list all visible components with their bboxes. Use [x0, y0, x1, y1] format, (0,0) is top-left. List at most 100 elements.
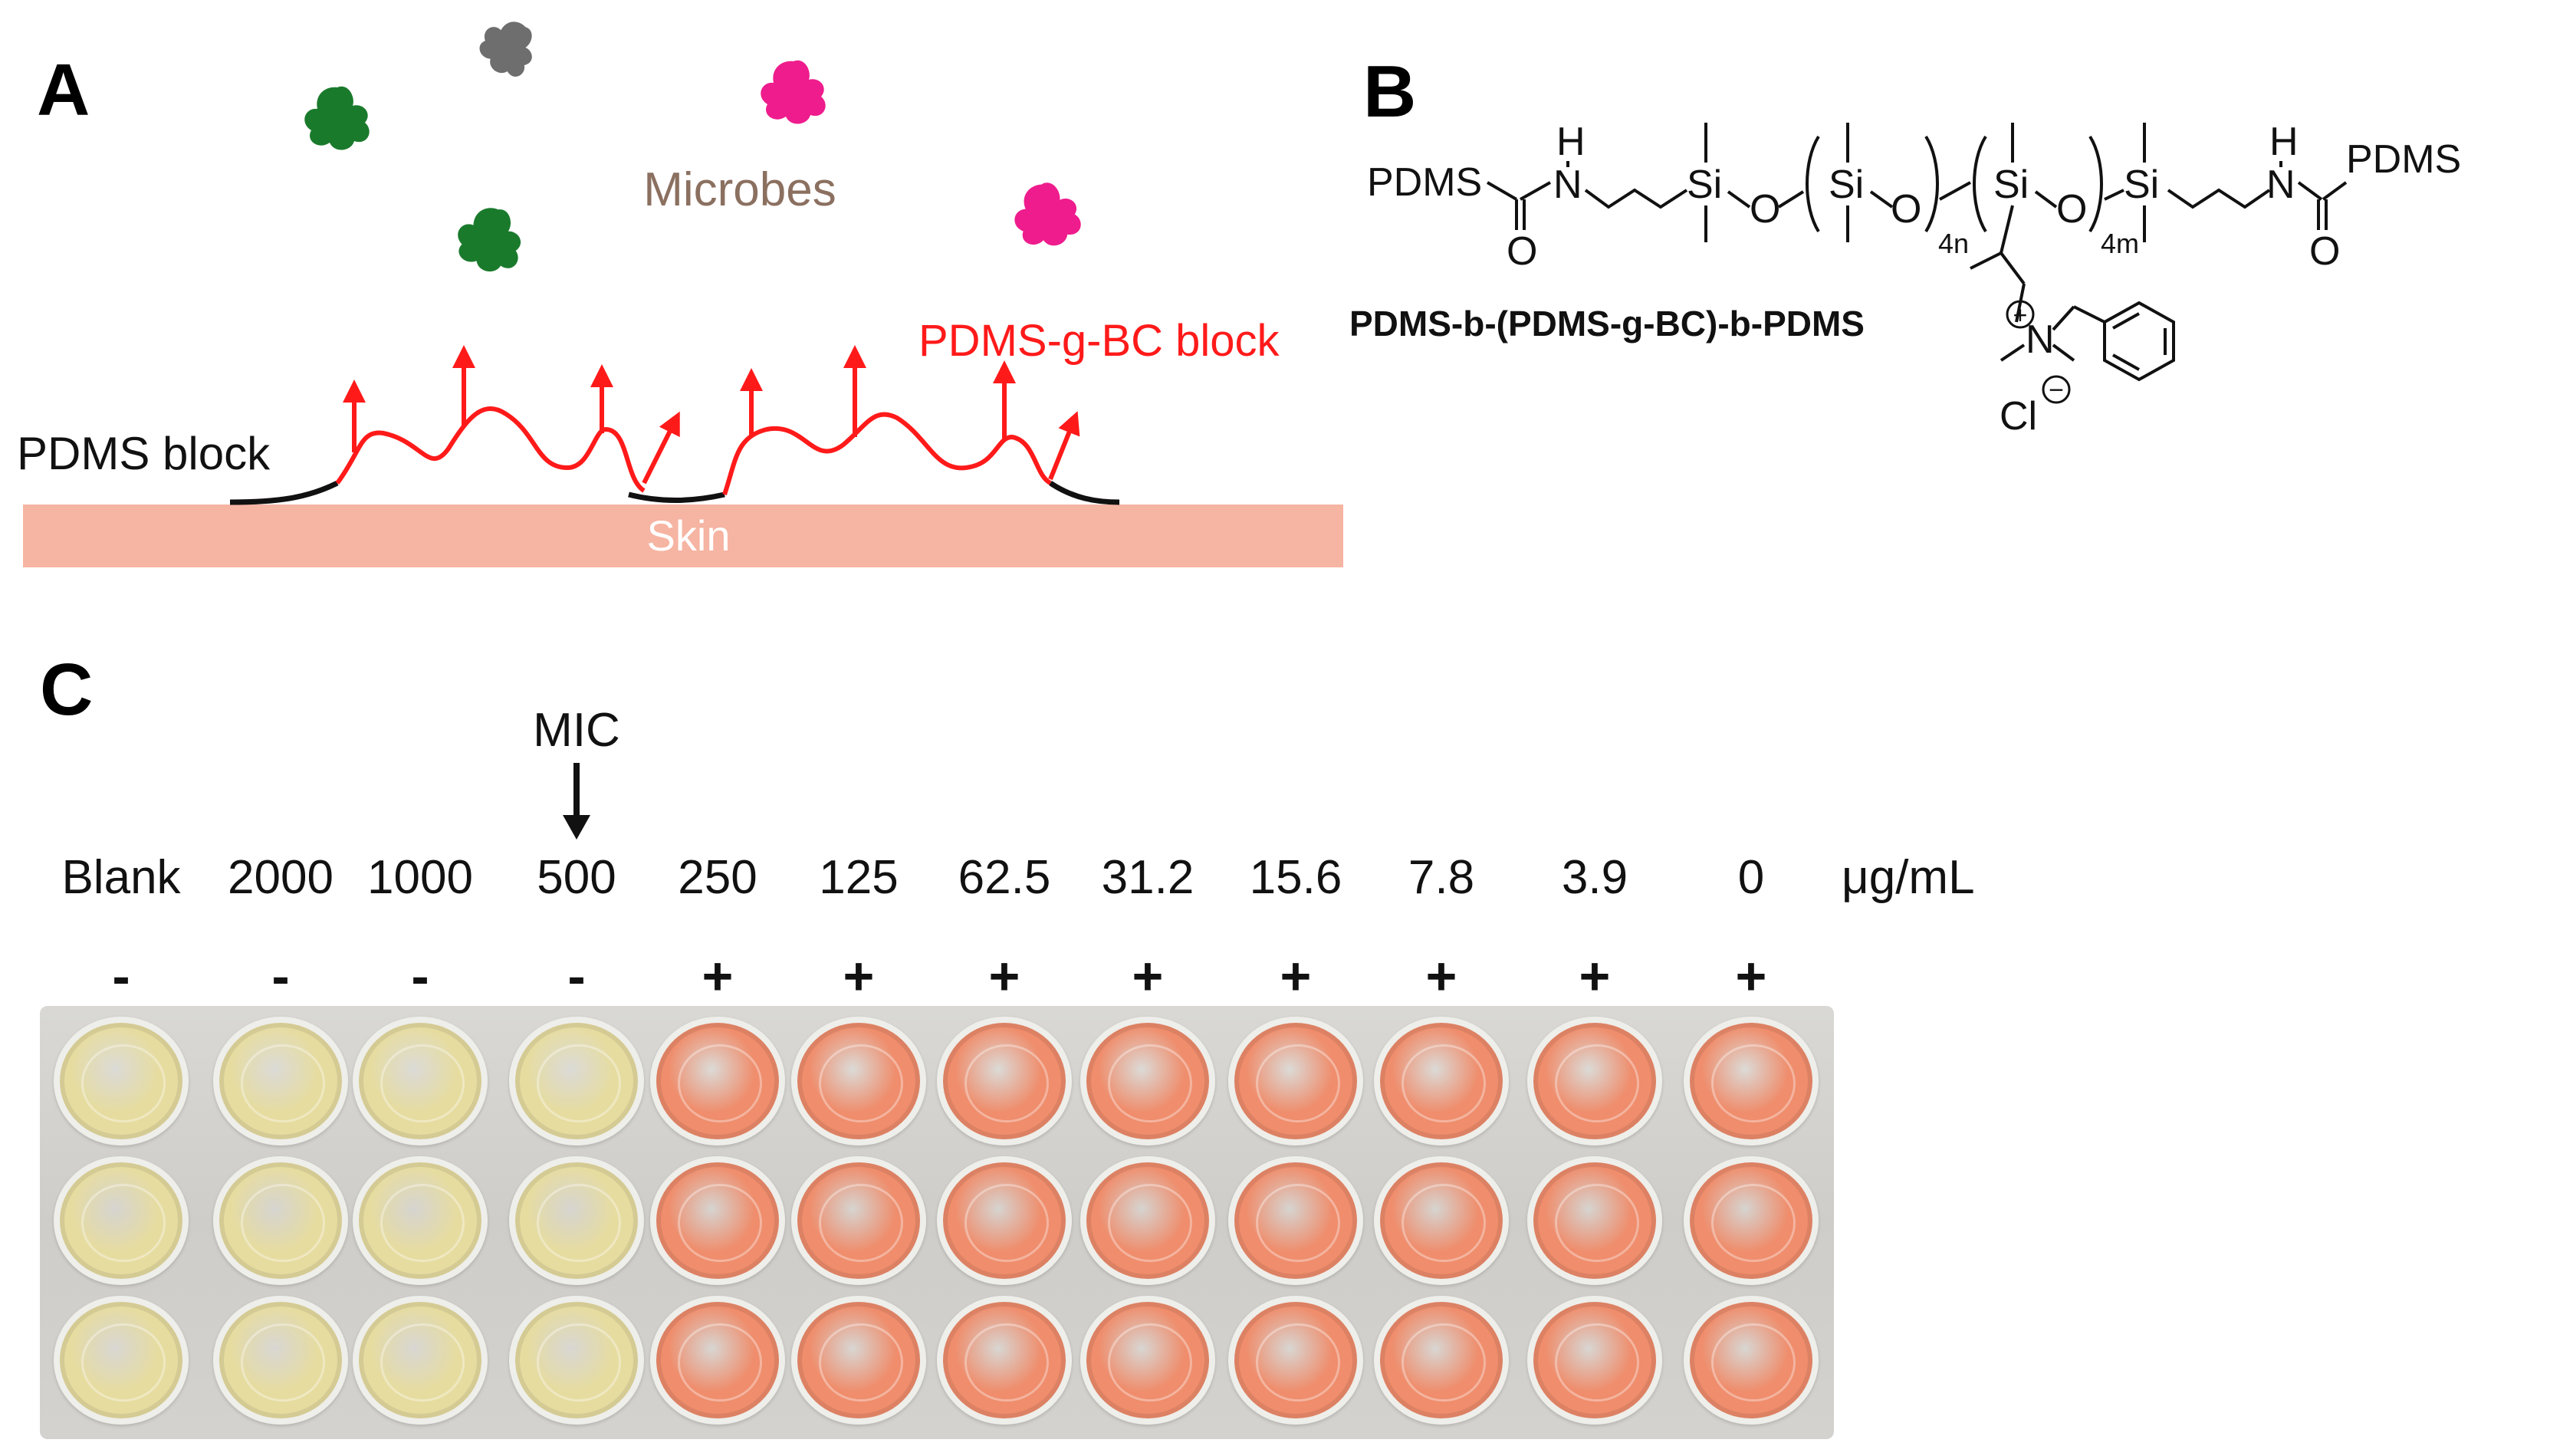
microbes-label: Microbes — [643, 163, 836, 216]
growth-result: + — [1735, 946, 1767, 1006]
well-meniscus — [1402, 1184, 1486, 1262]
concentration-label: 31.2 — [1101, 851, 1194, 904]
chemical-structure: PDMS O H N Si O Si O 4n Si O — [1349, 120, 2461, 439]
pdms-block-right — [1049, 481, 1120, 505]
well-meniscus — [819, 1184, 903, 1262]
growth-result: - — [567, 946, 586, 1006]
well-positive — [791, 1296, 926, 1425]
well-negative — [54, 1156, 189, 1285]
well-negative — [213, 1296, 348, 1425]
mic-arrow-icon — [563, 763, 590, 840]
concentration-label: 500 — [537, 851, 616, 904]
growth-result: + — [702, 946, 734, 1006]
panel-c-label: C — [40, 649, 94, 731]
microbe-green — [450, 200, 530, 278]
skin-layer — [23, 505, 1343, 567]
well-meniscus — [380, 1044, 465, 1122]
growth-result: + — [1425, 946, 1457, 1006]
nh-h-left: H — [1556, 120, 1586, 164]
well-meniscus — [1108, 1184, 1192, 1262]
concentration-label: 3.9 — [1561, 851, 1628, 904]
si-2: Si — [1829, 163, 1864, 207]
well-positive — [937, 1296, 1072, 1425]
concentration-label: 250 — [678, 851, 757, 904]
well-meniscus — [1108, 1323, 1192, 1402]
well-meniscus — [819, 1044, 903, 1122]
well-positive — [1684, 1156, 1819, 1285]
well-negative — [213, 1017, 348, 1145]
concentration-label: 62.5 — [958, 851, 1051, 904]
well-meniscus — [1256, 1184, 1340, 1262]
well-meniscus — [537, 1184, 621, 1262]
well-negative — [54, 1017, 189, 1145]
minus-sign: − — [2049, 376, 2064, 405]
n-plus: N — [2026, 317, 2055, 362]
well-positive — [791, 1017, 926, 1145]
well-meniscus — [1256, 1044, 1340, 1122]
well-positive — [1080, 1156, 1215, 1285]
well-positive — [1684, 1017, 1819, 1145]
well-negative — [509, 1017, 644, 1145]
well-meniscus — [1711, 1323, 1796, 1402]
well-meniscus — [81, 1044, 166, 1122]
well-positive — [1374, 1296, 1509, 1425]
pdms-block-label: PDMS block — [17, 428, 271, 479]
nh-n-left: N — [1553, 163, 1582, 207]
well-positive — [1228, 1156, 1363, 1285]
well-plate — [40, 1006, 1834, 1439]
well-positive — [937, 1156, 1072, 1285]
growth-result: + — [1132, 946, 1164, 1006]
well-meniscus — [1555, 1323, 1639, 1402]
well-positive — [1527, 1296, 1662, 1425]
concentration-label: 2000 — [228, 851, 334, 904]
concentration-label: 125 — [819, 851, 899, 904]
concentration-label: 7.8 — [1408, 851, 1475, 904]
well-positive — [937, 1017, 1072, 1145]
concentration-label: Blank — [61, 851, 181, 904]
well-meniscus — [380, 1184, 465, 1262]
microbe-gray — [470, 8, 547, 86]
well-meniscus — [1402, 1044, 1486, 1122]
well-positive — [1527, 1017, 1662, 1145]
panel-a-label: A — [37, 49, 90, 131]
well-positive — [1374, 1156, 1509, 1285]
well-meniscus — [819, 1323, 903, 1402]
well-meniscus — [1256, 1323, 1340, 1402]
si-4: Si — [2124, 163, 2159, 207]
well-positive — [791, 1156, 926, 1285]
growth-result: - — [411, 946, 429, 1006]
well-negative — [213, 1156, 348, 1285]
well-meniscus — [241, 1184, 325, 1262]
growth-result: + — [988, 946, 1020, 1006]
well-positive — [1228, 1017, 1363, 1145]
well-meniscus — [1555, 1184, 1639, 1262]
plus-sign: + — [2013, 301, 2028, 329]
microbe-magenta — [761, 60, 826, 124]
well-positive — [1684, 1296, 1819, 1425]
well-positive — [1374, 1017, 1509, 1145]
microbe-green — [304, 86, 370, 150]
growth-result: - — [112, 946, 130, 1006]
pdms-end-right: PDMS — [2346, 137, 2461, 182]
well-meniscus — [1711, 1184, 1796, 1262]
panel-b-label: B — [1363, 51, 1417, 133]
polymer-name: PDMS-b-(PDMS-g-BC)-b-PDMS — [1349, 304, 1865, 343]
well-meniscus — [241, 1323, 325, 1402]
well-meniscus — [537, 1323, 621, 1402]
well-meniscus — [1108, 1044, 1192, 1122]
subscript-4m: 4m — [2101, 228, 2139, 259]
well-negative — [353, 1296, 488, 1425]
si-3: Si — [1993, 163, 2029, 207]
growth-result: + — [1280, 946, 1312, 1006]
well-meniscus — [964, 1184, 1049, 1262]
unit-label: μg/mL — [1842, 851, 1975, 904]
si-1: Si — [1687, 163, 1722, 207]
well-meniscus — [81, 1184, 166, 1262]
o-repeat-1: O — [1891, 187, 1921, 232]
well-positive — [1527, 1156, 1662, 1285]
well-positive — [1080, 1296, 1215, 1425]
pdms-end-left: PDMS — [1367, 160, 1482, 205]
well-meniscus — [241, 1044, 325, 1122]
graft-label: PDMS-g-BC block — [918, 316, 1280, 366]
microbe-magenta — [1009, 178, 1084, 252]
